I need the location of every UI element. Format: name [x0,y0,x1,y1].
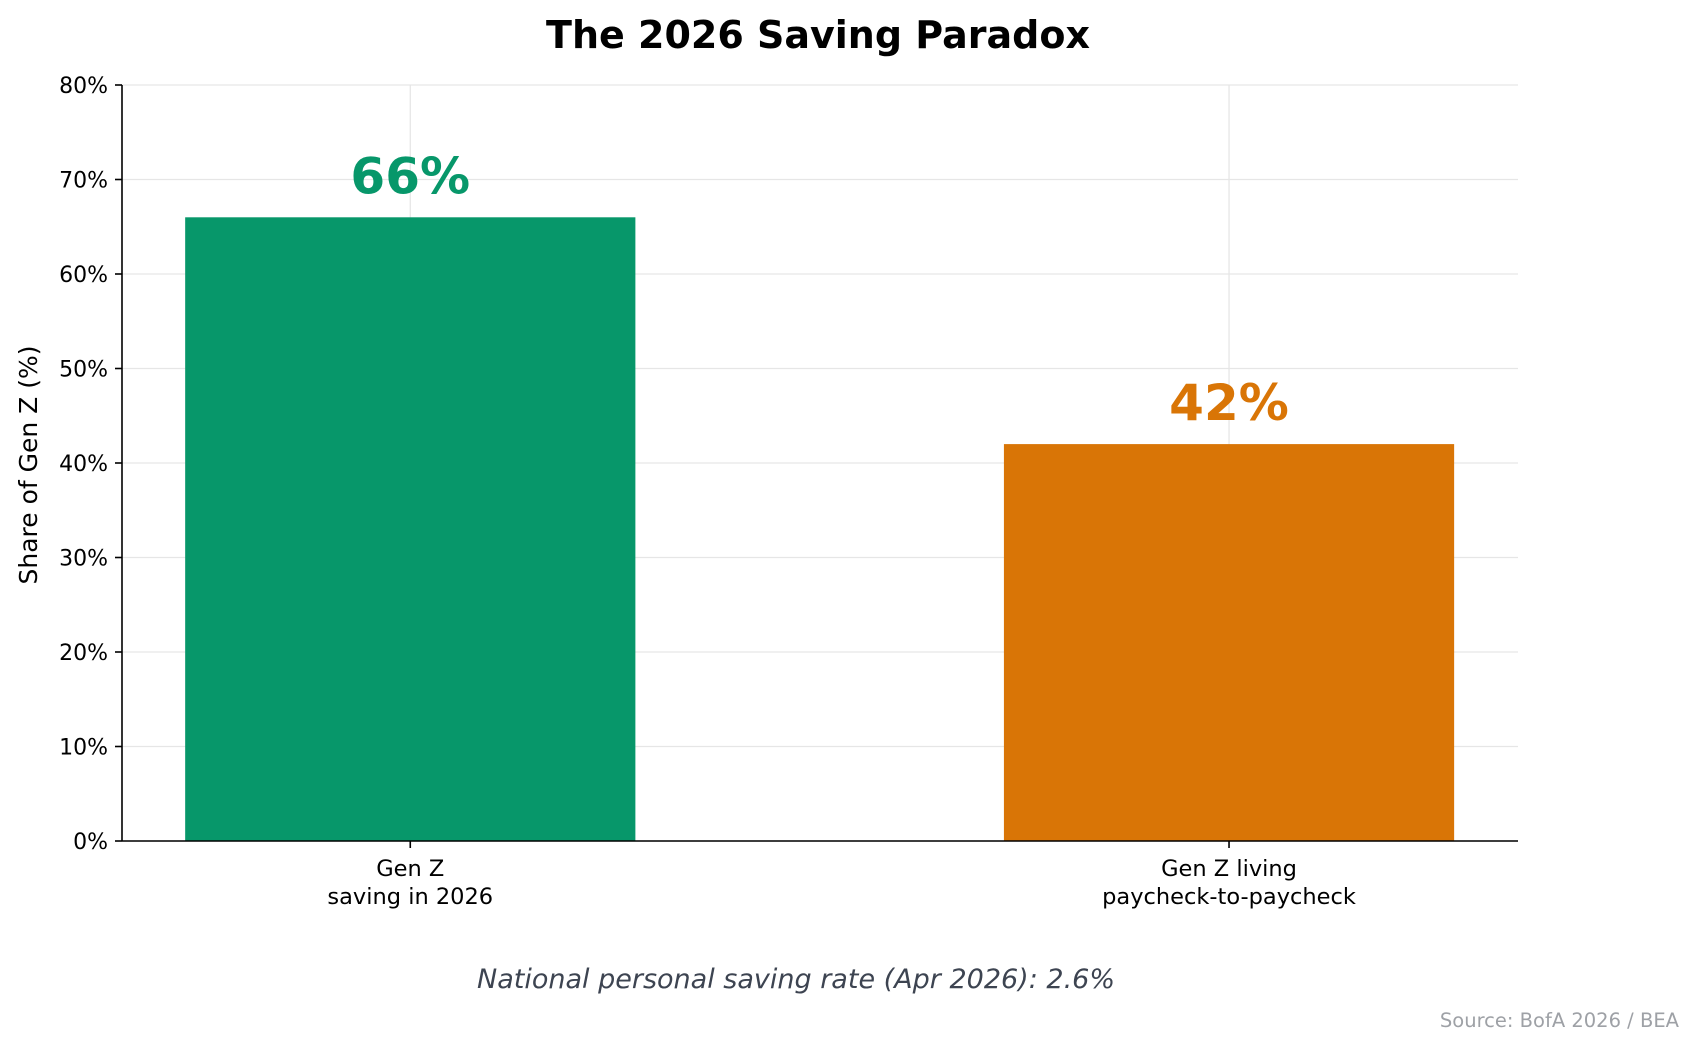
x-tick-label-2: Gen Z living paycheck-to-paycheck [1102,856,1356,910]
y-tick-label: 50% [59,358,108,383]
data-label-1: 66% [350,147,470,205]
y-tick-label: 70% [59,169,108,194]
y-tick-label: 40% [59,452,108,477]
y-tick-label: 10% [59,736,108,761]
y-tick-label: 80% [59,74,108,99]
x-tick-label-line: saving in 2026 [327,884,493,910]
bar-2 [1003,444,1455,841]
source-note: Source: BofA 2026 / BEA [1440,1009,1680,1032]
bars-layer [185,217,1455,842]
x-tick-label-line: Gen Z [376,856,444,882]
data-label-2: 42% [1169,374,1289,432]
y-tick-label: 60% [59,263,108,288]
y-tick-label: 20% [59,641,108,666]
labels-layer: 66% 42% [350,147,1288,432]
bar-1 [185,217,636,842]
y-tick-label: 30% [59,547,108,572]
saving-rate-note: National personal saving rate (Apr 2026)… [477,964,1115,995]
chart-title: The 2026 Saving Paradox [546,13,1090,57]
y-axis-title: Share of Gen Z (%) [14,345,43,584]
y-tick-label: 0% [73,830,108,855]
x-tick-label-line: Gen Z living [1161,856,1297,882]
x-tick-label-line: paycheck-to-paycheck [1102,884,1356,910]
